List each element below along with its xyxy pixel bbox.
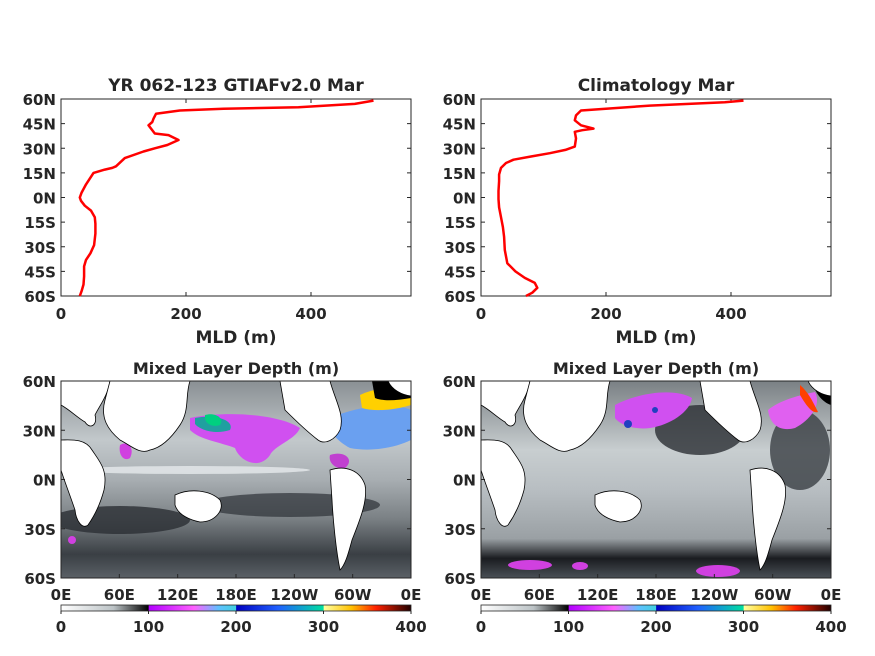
- colorbar: [480, 604, 832, 612]
- colorbar-tick-labels: 0 100 200 300 400: [56, 611, 427, 636]
- panel-1-title: YR 062-123 GTIAFv2.0 Mar: [107, 76, 364, 96]
- panel-map-climatology: Mixed Layer Depth (m) 60N 30N 0N 30S 60S: [443, 359, 847, 636]
- y-tick-label: 60S: [24, 570, 56, 588]
- y-tick-label: 45S: [24, 263, 56, 281]
- y-tick-label: 60S: [24, 288, 56, 306]
- y-tick-label: 60S: [444, 570, 476, 588]
- plot-area: [480, 98, 832, 297]
- x-tick-labels: 0E 60E 120E 180E 120W 60W 0E: [51, 574, 422, 604]
- x-tick-label: 120E: [157, 586, 199, 604]
- y-tick-label: 60N: [443, 373, 476, 391]
- y-tick-label: 15N: [23, 165, 56, 183]
- panel-profile-climatology: Climatology Mar 60N45N30N15N0N15S30S45S6…: [443, 76, 832, 348]
- y-tick-label: 45N: [443, 116, 476, 134]
- y-tick-label: 30N: [443, 422, 476, 440]
- colorbar-tick-label: 400: [815, 618, 846, 636]
- plot-area: [60, 98, 412, 297]
- panel-3-title: Mixed Layer Depth (m): [133, 359, 339, 378]
- colorbar-tick-label: 200: [220, 618, 251, 636]
- y-tick-labels: 60N 45N 30N 15N 0N 15S 30S 45S 60S: [23, 91, 411, 306]
- colorbar: [60, 604, 412, 612]
- y-tick-label: 30N: [23, 140, 56, 158]
- x-tick-label: 60W: [754, 586, 792, 604]
- x-tick-label: 60E: [104, 586, 135, 604]
- x-tick-label: 60W: [334, 586, 372, 604]
- y-tick-label: 0N: [453, 190, 476, 208]
- colorbar-tick-label: 300: [308, 618, 339, 636]
- continent-outlines: [61, 381, 411, 571]
- x-tick-label: 200: [170, 305, 201, 323]
- x-axis-label: MLD (m): [195, 328, 276, 348]
- y-tick-label: 45S: [444, 263, 476, 281]
- colorbar-tick-labels: 0 100 200 300 400: [476, 611, 847, 636]
- y-tick-label: 30S: [24, 521, 56, 539]
- x-tick-label: 0E: [401, 586, 422, 604]
- y-tick-labels: 60N 30N 0N 30S 60S: [23, 373, 411, 588]
- y-tick-label: 60N: [443, 91, 476, 109]
- colorbar-tick-label: 200: [640, 618, 671, 636]
- y-tick-label: 60N: [23, 373, 56, 391]
- x-tick-label: 400: [295, 305, 326, 323]
- x-tick-labels: 0E 60E 120E 180E 120W 60W 0E: [471, 574, 842, 604]
- y-tick-label: 0N: [453, 472, 476, 490]
- y-tick-labels: 60N 30N 0N 30S 60S: [443, 373, 831, 588]
- y-tick-labels: 60N 45N 30N 15N 0N 15S 30S 45S 60S: [443, 91, 831, 306]
- panel-profile-model: YR 062-123 GTIAFv2.0 Mar 60N 45N 30N 15N 0N 1…: [23, 76, 412, 348]
- y-tick-label: 30N: [443, 140, 476, 158]
- x-tick-label: 60E: [524, 586, 555, 604]
- colorbar-tick-label: 0: [476, 618, 486, 636]
- y-tick-label: 15N: [443, 165, 476, 183]
- y-tick-label: 15S: [444, 214, 476, 232]
- x-axis-label: MLD (m): [615, 328, 696, 348]
- x-tick-label: 400: [715, 305, 746, 323]
- continent-outlines: [481, 381, 831, 571]
- x-tick-labels: 0 200 400: [56, 99, 327, 323]
- y-tick-label: 30S: [444, 239, 476, 257]
- x-tick-label: 0: [56, 305, 66, 323]
- mld-profile-line: [78, 99, 374, 297]
- panel-2-title: Climatology Mar: [578, 76, 735, 96]
- x-tick-labels: 0 200 400: [476, 99, 747, 323]
- y-tick-label: 60S: [444, 288, 476, 306]
- y-tick-label: 30S: [24, 239, 56, 257]
- x-tick-label: 120W: [270, 586, 318, 604]
- x-tick-label: 180E: [215, 586, 257, 604]
- mld-profile-line: [497, 99, 744, 298]
- colorbar-tick-label: 100: [133, 618, 164, 636]
- y-tick-label: 0N: [33, 472, 56, 490]
- y-tick-label: 15S: [24, 214, 56, 232]
- colorbar-tick-label: 100: [553, 618, 584, 636]
- colorbar-tick-label: 0: [56, 618, 66, 636]
- x-tick-label: 120E: [577, 586, 619, 604]
- colorbar-tick-label: 400: [395, 618, 426, 636]
- y-tick-label: 0N: [33, 190, 56, 208]
- y-tick-label: 45N: [23, 116, 56, 134]
- x-tick-label: 200: [590, 305, 621, 323]
- panel-4-title: Mixed Layer Depth (m): [553, 359, 759, 378]
- x-tick-label: 0E: [51, 586, 72, 604]
- y-tick-label: 30S: [444, 521, 476, 539]
- y-tick-label: 60N: [23, 91, 56, 109]
- x-tick-label: 120W: [690, 586, 738, 604]
- y-tick-label: 30N: [23, 422, 56, 440]
- colorbar-tick-label: 300: [728, 618, 759, 636]
- x-tick-label: 0: [476, 305, 486, 323]
- x-tick-label: 180E: [635, 586, 677, 604]
- x-tick-label: 0E: [821, 586, 842, 604]
- x-tick-label: 0E: [471, 586, 492, 604]
